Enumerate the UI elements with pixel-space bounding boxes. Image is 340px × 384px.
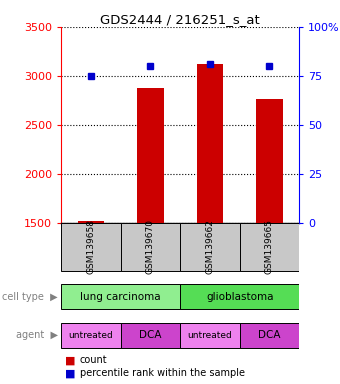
Bar bbox=[256, 99, 283, 223]
Text: GSM139662: GSM139662 bbox=[205, 219, 215, 274]
Bar bbox=[240, 223, 299, 271]
Text: ■: ■ bbox=[65, 355, 75, 365]
Bar bbox=[121, 223, 180, 271]
Text: DCA: DCA bbox=[139, 330, 162, 340]
Text: GSM139658: GSM139658 bbox=[86, 219, 96, 274]
Bar bbox=[61, 284, 180, 309]
Text: cell type  ▶: cell type ▶ bbox=[2, 291, 58, 302]
Text: untreated: untreated bbox=[69, 331, 113, 339]
Bar bbox=[121, 323, 180, 348]
Bar bbox=[137, 88, 164, 223]
Bar bbox=[197, 64, 223, 223]
Text: agent  ▶: agent ▶ bbox=[16, 330, 58, 340]
Bar bbox=[180, 323, 240, 348]
Text: DCA: DCA bbox=[258, 330, 281, 340]
Text: untreated: untreated bbox=[188, 331, 232, 339]
Text: ■: ■ bbox=[65, 368, 75, 378]
Text: glioblastoma: glioblastoma bbox=[206, 291, 273, 302]
Bar bbox=[240, 323, 299, 348]
Text: GSM139670: GSM139670 bbox=[146, 219, 155, 274]
Text: GSM139665: GSM139665 bbox=[265, 219, 274, 274]
Bar bbox=[61, 323, 121, 348]
Text: percentile rank within the sample: percentile rank within the sample bbox=[80, 368, 245, 378]
Text: lung carcinoma: lung carcinoma bbox=[80, 291, 161, 302]
Bar bbox=[61, 223, 121, 271]
Title: GDS2444 / 216251_s_at: GDS2444 / 216251_s_at bbox=[100, 13, 260, 26]
Bar bbox=[180, 223, 240, 271]
Text: count: count bbox=[80, 355, 107, 365]
Bar bbox=[180, 284, 299, 309]
Bar bbox=[78, 221, 104, 223]
